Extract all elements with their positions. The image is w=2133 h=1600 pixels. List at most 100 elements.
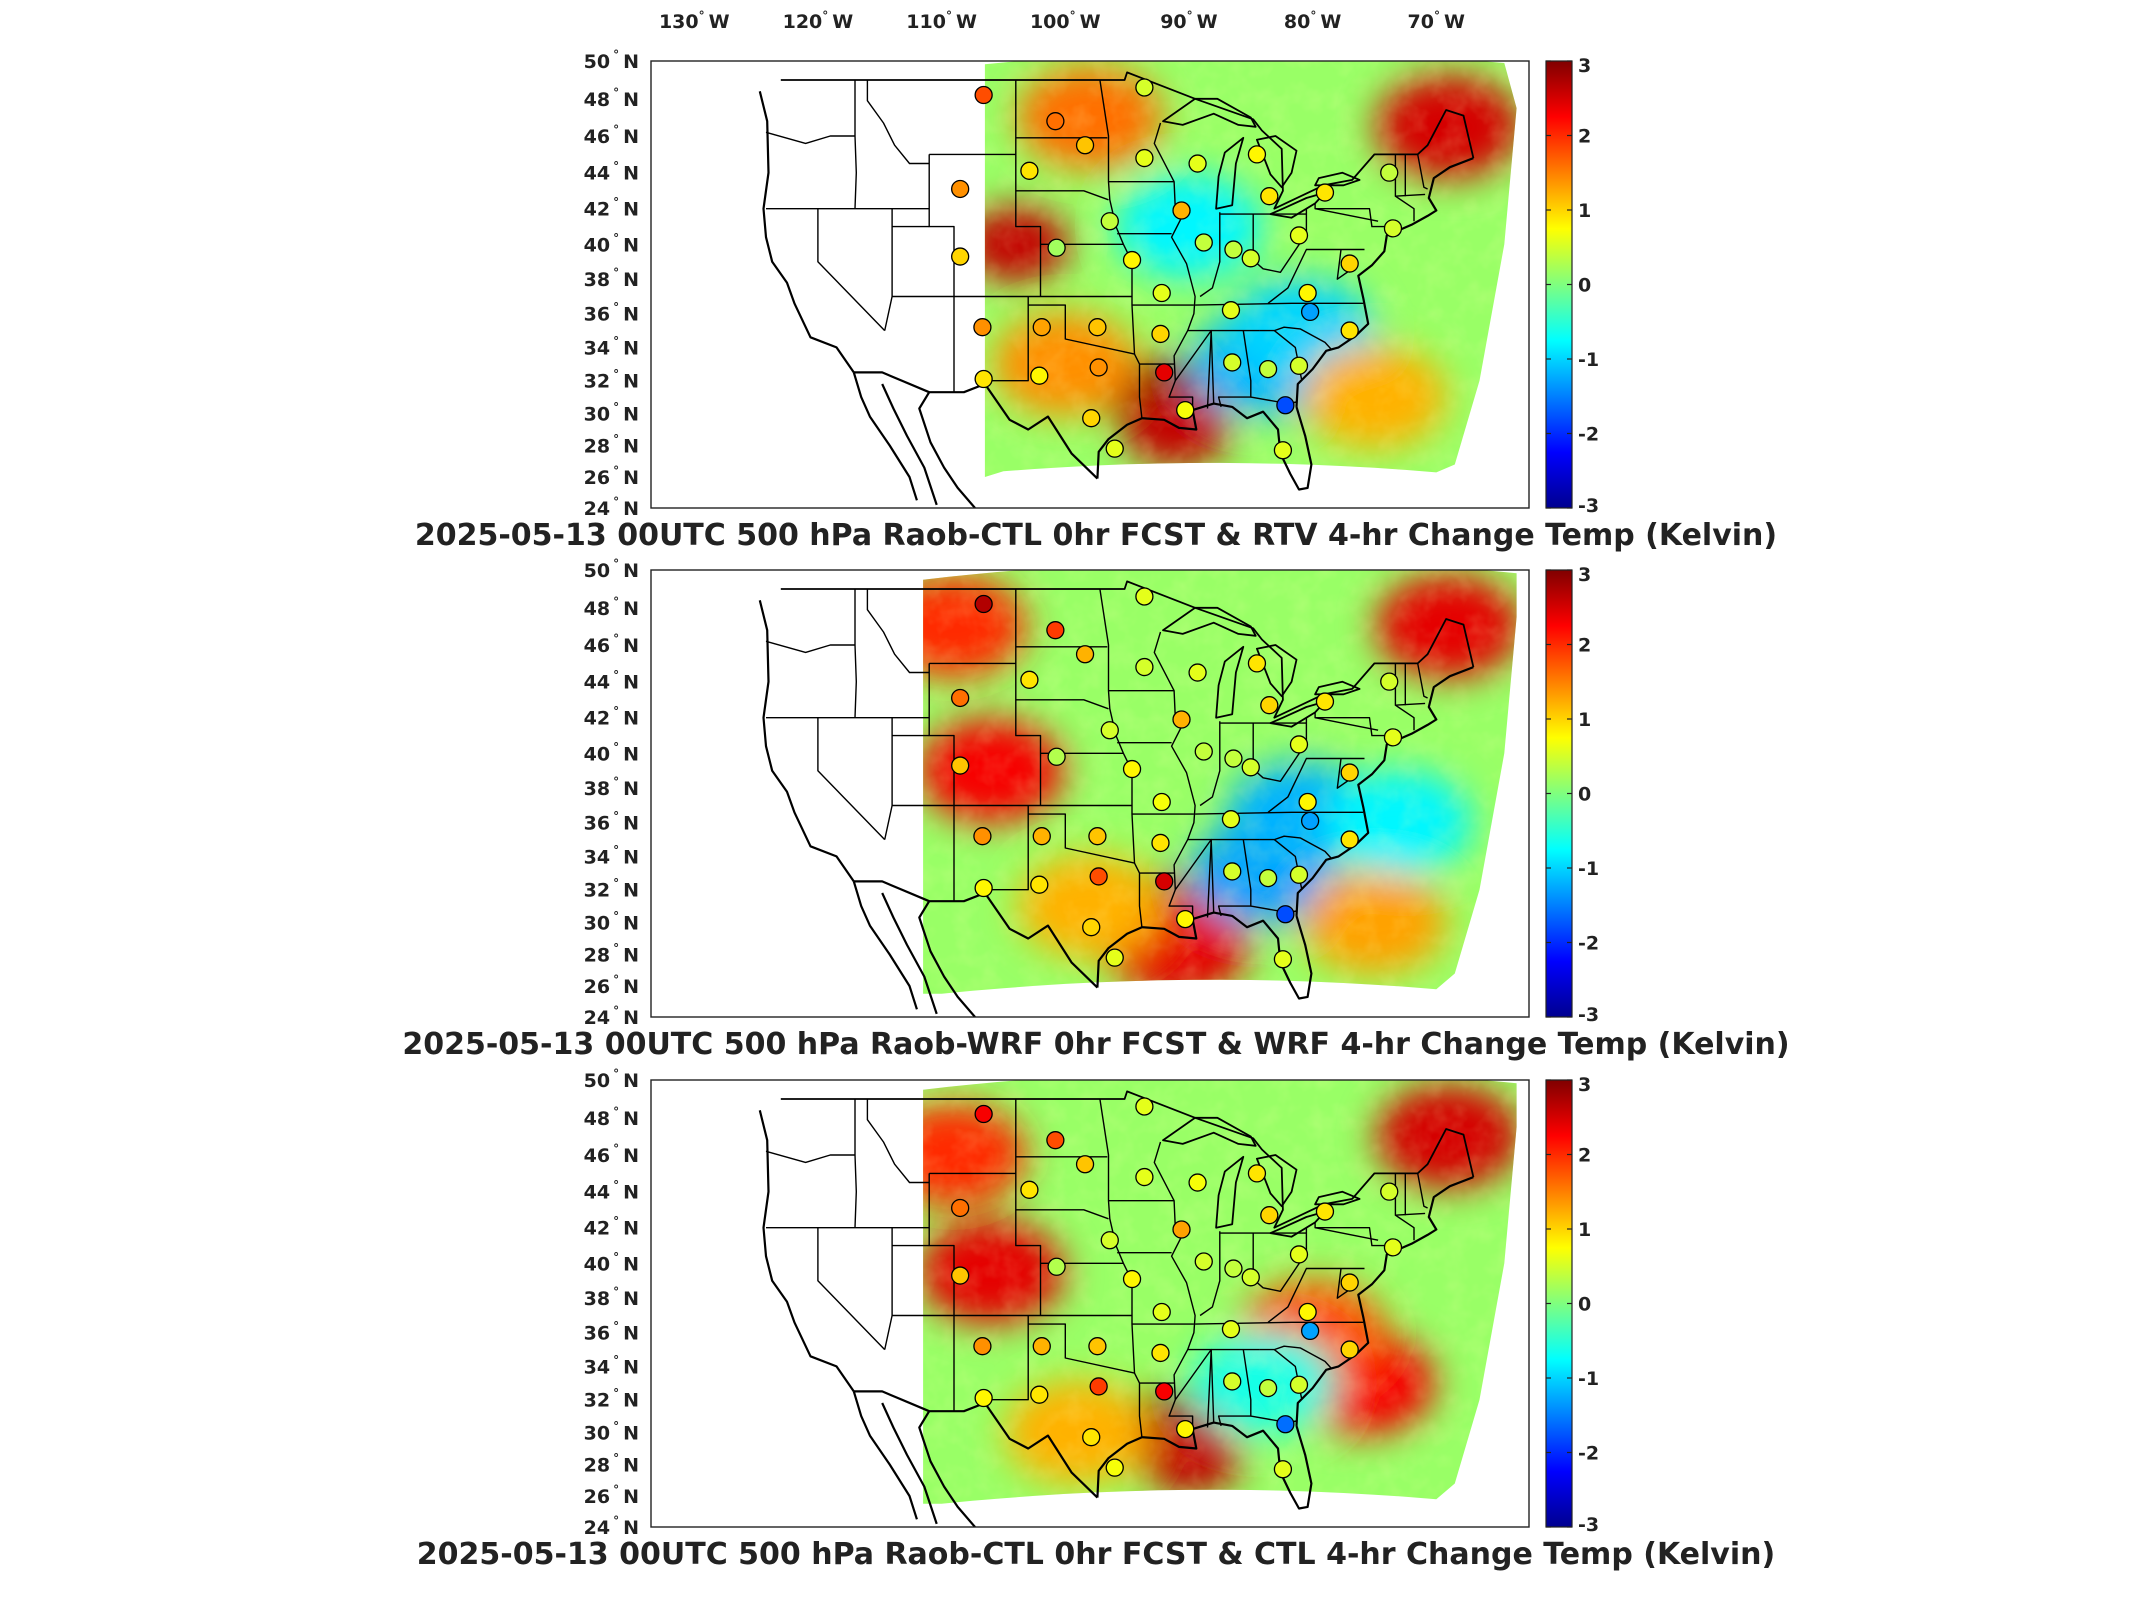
lat-tick-label: 48 ° N <box>584 595 639 620</box>
raob-station-marker <box>1089 1377 1108 1396</box>
state-border <box>1153 631 1196 920</box>
lon-tick-label: 130° W <box>659 9 730 33</box>
raob-station-marker <box>1172 710 1191 729</box>
raob-station-marker <box>1260 696 1279 715</box>
coastline <box>1295 1176 1474 1426</box>
state-border <box>1199 1231 1221 1317</box>
colorbar: 3 2 1 0 -1 -2 -3 <box>1545 55 1599 517</box>
lat-tick-label: 42 ° N <box>584 705 639 730</box>
lat-tick-label: 36 ° N <box>584 301 639 326</box>
field-texture <box>923 1080 1517 1504</box>
raob-station-marker <box>1340 830 1359 849</box>
coastline <box>853 371 1099 480</box>
raob-station-marker <box>1260 1206 1279 1225</box>
coastline <box>1096 1421 1313 1510</box>
raob-station-marker <box>1075 645 1095 664</box>
coastline <box>853 880 1099 989</box>
raob-station-marker <box>1032 318 1051 337</box>
raob-station-marker <box>1289 356 1309 375</box>
temperature-change-field <box>984 61 1517 477</box>
raob-station-marker <box>1289 865 1309 884</box>
coastline <box>758 91 855 374</box>
colorbar-tick-label: -1 <box>1578 349 1599 371</box>
raob-station-marker <box>1135 78 1154 97</box>
raob-station-marker <box>1100 1231 1119 1250</box>
raob-station-marker <box>1188 1173 1207 1192</box>
field-texture <box>984 61 1517 477</box>
panel-title: 2025-05-13 00UTC 500 hPa Raob-WRF 0hr FC… <box>402 1027 1789 1062</box>
lat-tick-label: 34 ° N <box>584 334 639 359</box>
coastline <box>881 1402 938 1525</box>
national-border <box>780 71 1475 210</box>
raob-station-marker <box>951 179 970 199</box>
state-border <box>1153 1141 1196 1430</box>
raob-station-marker <box>1151 833 1170 853</box>
state-border <box>1306 711 1388 737</box>
raob-station-marker <box>1176 1419 1195 1439</box>
raob-station-marker <box>1046 112 1065 131</box>
raob-station-marker <box>1383 219 1403 238</box>
great-lake <box>1256 1154 1298 1208</box>
state-border <box>765 640 855 654</box>
raob-station-marker <box>973 827 992 846</box>
raob-station-marker <box>974 369 993 389</box>
raob-station-marker <box>1122 759 1142 779</box>
raob-station-marker <box>1380 672 1399 691</box>
raob-station-marker <box>1273 950 1293 969</box>
lat-tick-label: 42 ° N <box>584 1215 639 1240</box>
map-frame <box>650 60 1530 509</box>
raob-station-marker <box>1258 359 1278 379</box>
lat-tick-label: 42 ° N <box>584 196 639 221</box>
raob-station-marker <box>1089 867 1108 886</box>
colorbar-tick-label: 2 <box>1578 126 1591 148</box>
colorbar-tick-label: -3 <box>1578 1004 1599 1026</box>
lat-tick-label: 40 ° N <box>584 1250 639 1275</box>
lat-tick-label: 24 ° N <box>584 1514 639 1539</box>
raob-station-marker <box>1224 749 1243 768</box>
lat-tick-label: 28 ° N <box>584 432 639 457</box>
lat-tick-label: 32 ° N <box>584 368 639 393</box>
state-border <box>854 80 857 209</box>
lat-tick-label: 50 ° N <box>584 557 639 582</box>
raob-station-marker <box>951 1266 970 1285</box>
colorbar-tick-label: 1 <box>1578 709 1591 731</box>
raob-station-marker <box>1030 366 1049 385</box>
raob-station-marker <box>1276 396 1295 415</box>
colorbar-tick-label: -1 <box>1578 1368 1599 1390</box>
great-lake <box>1162 1116 1257 1147</box>
raob-station-marker <box>1315 183 1335 202</box>
map-panel: 50 ° N 48 ° N 46 ° N 44 ° N 42 ° N 40 ° N 38 ° N 36 ° N 34 ° N 32 ° N… <box>417 1067 1775 1572</box>
lat-tick-label: 26 ° N <box>584 464 639 489</box>
state-border <box>1336 1268 1351 1299</box>
raob-station-marker <box>1380 1182 1399 1201</box>
raob-station-marker <box>1241 758 1260 777</box>
raob-station-marker <box>1020 161 1039 180</box>
lat-tick-label: 30 ° N <box>584 1419 639 1444</box>
state-border <box>1306 1221 1388 1247</box>
state-border <box>983 805 1029 891</box>
state-border <box>1153 122 1196 411</box>
raob-station-marker <box>1221 301 1241 320</box>
state-border <box>866 589 930 674</box>
raob-station-marker <box>1046 621 1065 640</box>
state-border <box>817 717 886 841</box>
raob-station-marker <box>1289 1245 1309 1264</box>
raob-station-marker <box>1247 1164 1267 1183</box>
state-border <box>1336 249 1351 280</box>
raob-station-marker <box>1298 283 1317 303</box>
lat-tick-label: 36 ° N <box>584 810 639 835</box>
state-border <box>1028 1323 1135 1374</box>
raob-station-marker <box>1082 409 1101 428</box>
lon-tick-label: 100° W <box>1030 9 1101 33</box>
lat-tick-label: 28 ° N <box>584 941 639 966</box>
state-border <box>854 1099 857 1228</box>
coastline <box>881 383 938 506</box>
colorbar-tick-label: -2 <box>1578 1443 1599 1465</box>
raob-station-marker <box>1258 1378 1278 1398</box>
lat-tick-label: 30 ° N <box>584 909 639 934</box>
raob-station-marker <box>1105 948 1124 967</box>
state-border <box>1417 154 1428 190</box>
raob-station-marker <box>1247 654 1267 673</box>
raob-station-marker <box>1135 1167 1154 1187</box>
raob-station-marker <box>974 85 993 105</box>
